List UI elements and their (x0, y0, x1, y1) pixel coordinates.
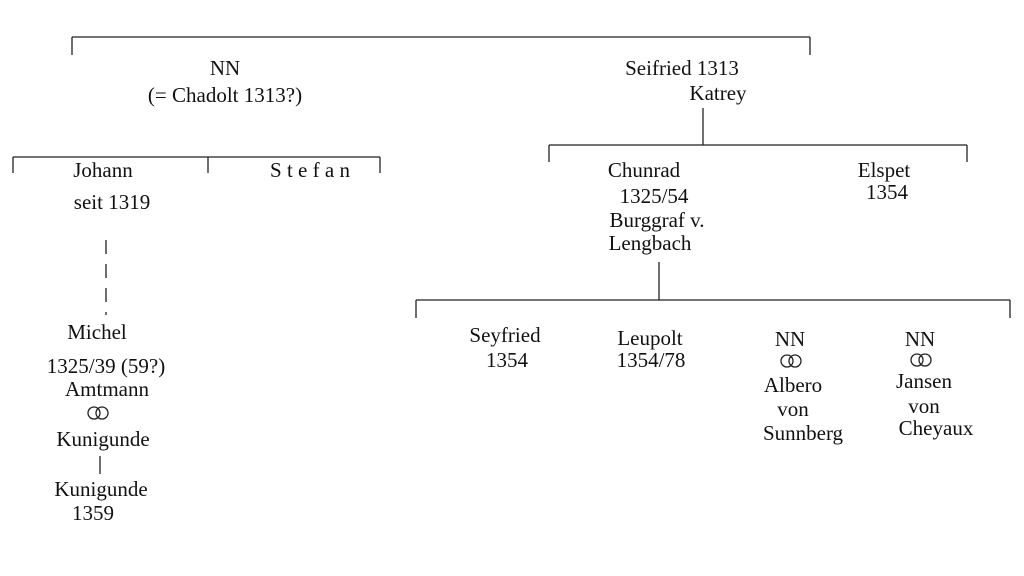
node-text: Amtmann (65, 377, 149, 401)
marriage-symbol (780, 354, 802, 368)
node-text: 1325/54 (620, 184, 689, 208)
node-text: Albero (764, 373, 822, 397)
node-text: S t e f a n (270, 158, 350, 182)
node-text: Elspet (858, 158, 911, 182)
node-text: 1325/39 (59?) (47, 354, 165, 378)
node-text: 1359 (72, 501, 114, 525)
node-text: von (908, 394, 940, 418)
marriage-symbol (910, 353, 932, 367)
node-text: Sunnberg (763, 421, 844, 445)
connectors (12, 36, 1011, 474)
node-text: Michel (67, 320, 127, 344)
node-text: NN (210, 56, 240, 80)
node-text: 1354/78 (617, 348, 686, 372)
node-text: Katrey (689, 81, 747, 105)
node-text: Kunigunde (54, 477, 147, 501)
node-text: Chunrad (608, 158, 681, 182)
node-text: Jansen (896, 369, 952, 393)
node-text: NN (775, 327, 805, 351)
node-text: NN (905, 327, 935, 351)
node-text: Johann (73, 158, 133, 182)
node-text: Seifried 1313 (625, 56, 739, 80)
node-text: Kunigunde (56, 427, 149, 451)
node-text: seit 1319 (74, 190, 150, 214)
node-text: von (777, 397, 809, 421)
node-text: Burggraf v. (609, 208, 704, 232)
marriage-symbol (87, 406, 109, 420)
node-text: (= Chadolt 1313?) (148, 83, 302, 107)
node-text: 1354 (866, 180, 909, 204)
node-text: Seyfried (469, 323, 541, 347)
node-text: Lengbach (609, 231, 692, 255)
node-text: Leupolt (617, 326, 682, 350)
node-text: Cheyaux (899, 416, 974, 440)
node-text: 1354 (486, 348, 529, 372)
